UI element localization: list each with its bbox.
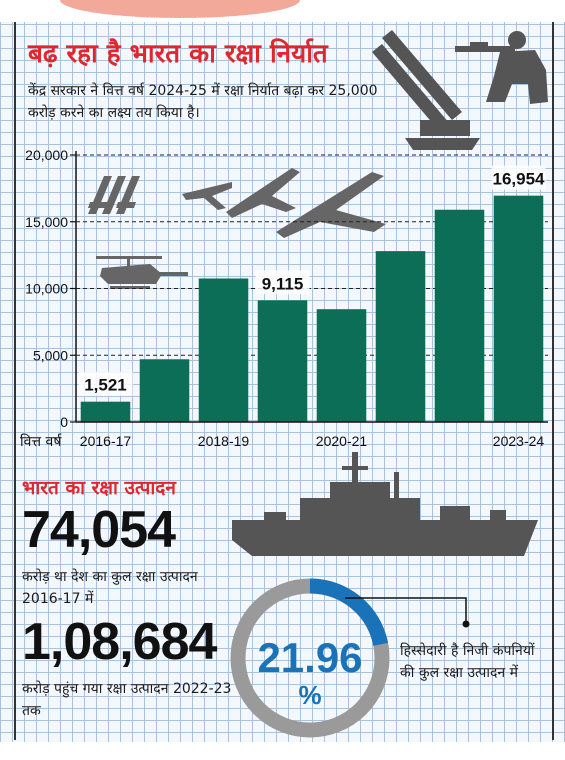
x-axis-prefix: वित्त वर्ष xyxy=(20,433,62,450)
top-band xyxy=(0,0,565,22)
chart-title: बढ़ रहा है भारत का रक्षा निर्यात xyxy=(28,39,328,69)
share-donut xyxy=(230,578,390,738)
bar-2019-20 xyxy=(257,300,308,422)
share-donut-arc xyxy=(309,578,389,646)
x-tick-label: 2020-21 xyxy=(316,433,368,449)
y-tick-label: 20,000 xyxy=(25,147,68,163)
data-label: 1,521 xyxy=(84,376,127,395)
x-tick-label: 2023-24 xyxy=(493,433,545,449)
data-label-bg xyxy=(491,165,546,190)
panel-frame xyxy=(14,22,554,740)
share-percent-sign: % xyxy=(298,680,322,710)
data-labels: 1,521 9,115 16,954 xyxy=(78,165,546,396)
bar-2016-17 xyxy=(80,401,131,422)
y-tick-label: 5,000 xyxy=(33,347,68,363)
bars xyxy=(80,195,544,422)
y-tick-label: 0 xyxy=(60,414,68,430)
bottom-band xyxy=(0,742,565,760)
chart-subtitle: केंद्र सरकार ने वित्त वर्ष 2024-25 में र… xyxy=(28,83,378,121)
production-value-2016: 74,054 xyxy=(22,501,176,559)
missile-launcher-icon xyxy=(372,30,480,150)
fighter-jet-icon xyxy=(182,168,386,238)
production-value-2023: 1,08,684 xyxy=(22,613,217,671)
warship-icon xyxy=(232,452,538,556)
data-label-bg xyxy=(78,371,133,396)
connector-dot xyxy=(462,620,470,628)
data-label-bg xyxy=(255,270,310,295)
missile-group-icon xyxy=(88,176,140,214)
soldier-icon xyxy=(455,31,548,104)
share-description: हिस्सेदारी है निजी कंपनियों की कुल रक्षा… xyxy=(400,643,535,681)
bar-2018-19 xyxy=(198,278,249,422)
data-label: 9,115 xyxy=(262,274,304,293)
connector-line xyxy=(345,597,467,624)
y-tick-label: 15,000 xyxy=(25,214,68,230)
helicopter-icon xyxy=(96,256,188,289)
production-desc-2016: करोड़ था देश का कुल रक्षा उत्पादन 2016-1… xyxy=(22,569,198,607)
bar-2020-21 xyxy=(316,309,367,422)
share-percent-value: 21.96 xyxy=(257,634,363,681)
decorative-shape xyxy=(60,0,300,18)
bar-2023-24 xyxy=(493,195,544,422)
y-tick-label: 10,000 xyxy=(25,281,68,297)
section-title: भारत का रक्षा उत्पादन xyxy=(22,477,176,499)
production-desc-2023: करोड़ पहुंच गया रक्षा उत्पादन 2022-23 तक xyxy=(22,681,232,719)
y-axis: 0 5,000 10,000 15,000 20,000 xyxy=(25,147,77,430)
x-axis: वित्त वर्ष 2016-17 2018-19 2020-21 2023-24 xyxy=(20,421,548,450)
x-tick-label: 2016-17 xyxy=(80,433,132,449)
bar-2022-23 xyxy=(434,209,485,422)
bar-2021-22 xyxy=(375,251,426,422)
x-tick-label: 2018-19 xyxy=(198,433,250,449)
data-label: 16,954 xyxy=(493,170,546,189)
bar-2017-18 xyxy=(139,359,190,422)
